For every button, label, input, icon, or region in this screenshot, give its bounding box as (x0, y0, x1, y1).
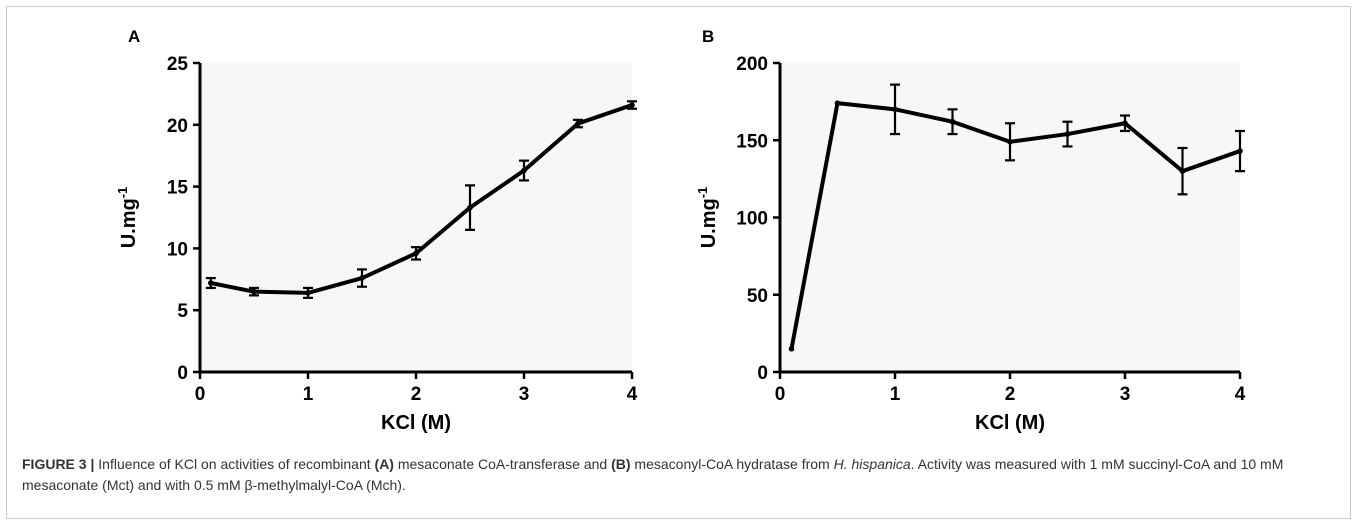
y-axis-label: U.mg-1 (115, 187, 140, 249)
plot-background (200, 63, 632, 372)
chart-panel-b: B 0 50 100 150 200 0 1 2 3 4 KCl (M) U.mg-1 (695, 27, 1246, 434)
caption-text-3: mesaconyl-CoA hydratase from (630, 456, 834, 472)
caption-text-1: Influence of KCl on activities of recomb… (94, 456, 375, 472)
panel-label: B (702, 27, 714, 46)
data-point (521, 167, 527, 174)
y-tick-label: 100 (736, 209, 768, 230)
figure-frame (6, 6, 1351, 519)
caption-panel-b: (B) (611, 456, 631, 472)
data-point (834, 100, 841, 106)
data-point (208, 280, 214, 286)
figure-caption: FIGURE 3 | Influence of KCl on activitie… (22, 454, 1332, 496)
x-tick-label: 3 (1120, 384, 1131, 405)
caption-text-4: . Activity was measured with 1 mM succin… (22, 456, 1284, 493)
figure-panels: A 0 5 10 15 20 25 0 1 2 3 4 KCl (M) U.mg-1 B 0 50 100 150 2… (115, 27, 1246, 434)
caption-species: H. hispanica (833, 456, 911, 472)
x-tick-label: 3 (519, 384, 530, 405)
y-tick-label: 50 (747, 286, 768, 307)
caption-panel-a: (A) (374, 456, 394, 472)
y-axis-label-base: U.mg (698, 198, 720, 248)
caption-text-2: mesaconate CoA-transferase and (393, 456, 612, 472)
x-tick-label: 0 (195, 384, 206, 405)
y-tick-label: 20 (167, 116, 188, 137)
data-point (1237, 148, 1243, 154)
data-point (251, 288, 257, 295)
data-point (413, 250, 419, 257)
y-tick-label: 0 (757, 363, 768, 384)
data-point (788, 346, 795, 352)
x-tick-label: 2 (411, 384, 422, 405)
data-point (949, 118, 956, 125)
data-point (305, 290, 311, 296)
data-point (467, 204, 473, 211)
chart-panel-a: A 0 5 10 15 20 25 0 1 2 3 4 KCl (M) U.mg-1 (115, 27, 638, 434)
data-point (1179, 168, 1186, 174)
y-axis-label-base: U.mg (118, 198, 140, 248)
x-tick-label: 1 (303, 384, 314, 405)
y-tick-label: 10 (167, 239, 188, 260)
y-axis-label-superscript: -1 (695, 187, 710, 199)
data-point (1064, 131, 1071, 137)
y-tick-label: 15 (167, 178, 189, 199)
y-tick-label: 5 (177, 301, 188, 322)
x-tick-label: 1 (890, 384, 901, 405)
data-point (892, 106, 898, 113)
caption-label: FIGURE 3 | (22, 456, 95, 472)
y-tick-label: 200 (736, 54, 768, 75)
x-tick-label: 4 (627, 384, 638, 405)
y-axis-label-superscript: -1 (115, 187, 130, 199)
data-point (1122, 120, 1128, 127)
y-tick-label: 0 (177, 363, 188, 384)
x-tick-label: 4 (1235, 384, 1246, 405)
x-tick-label: 0 (775, 384, 786, 405)
x-tick-label: 2 (1005, 384, 1016, 405)
x-axis-label: KCl (M) (381, 412, 451, 434)
y-axis-label: U.mg-1 (695, 187, 720, 249)
plot-background (780, 63, 1240, 372)
data-point (1007, 138, 1013, 145)
panel-label: A (128, 27, 140, 46)
y-tick-label: 25 (167, 54, 189, 75)
x-axis-label: KCl (M) (975, 412, 1045, 434)
data-point (359, 275, 365, 281)
y-tick-label: 150 (736, 131, 768, 152)
data-point (629, 102, 635, 108)
data-point (575, 120, 581, 127)
